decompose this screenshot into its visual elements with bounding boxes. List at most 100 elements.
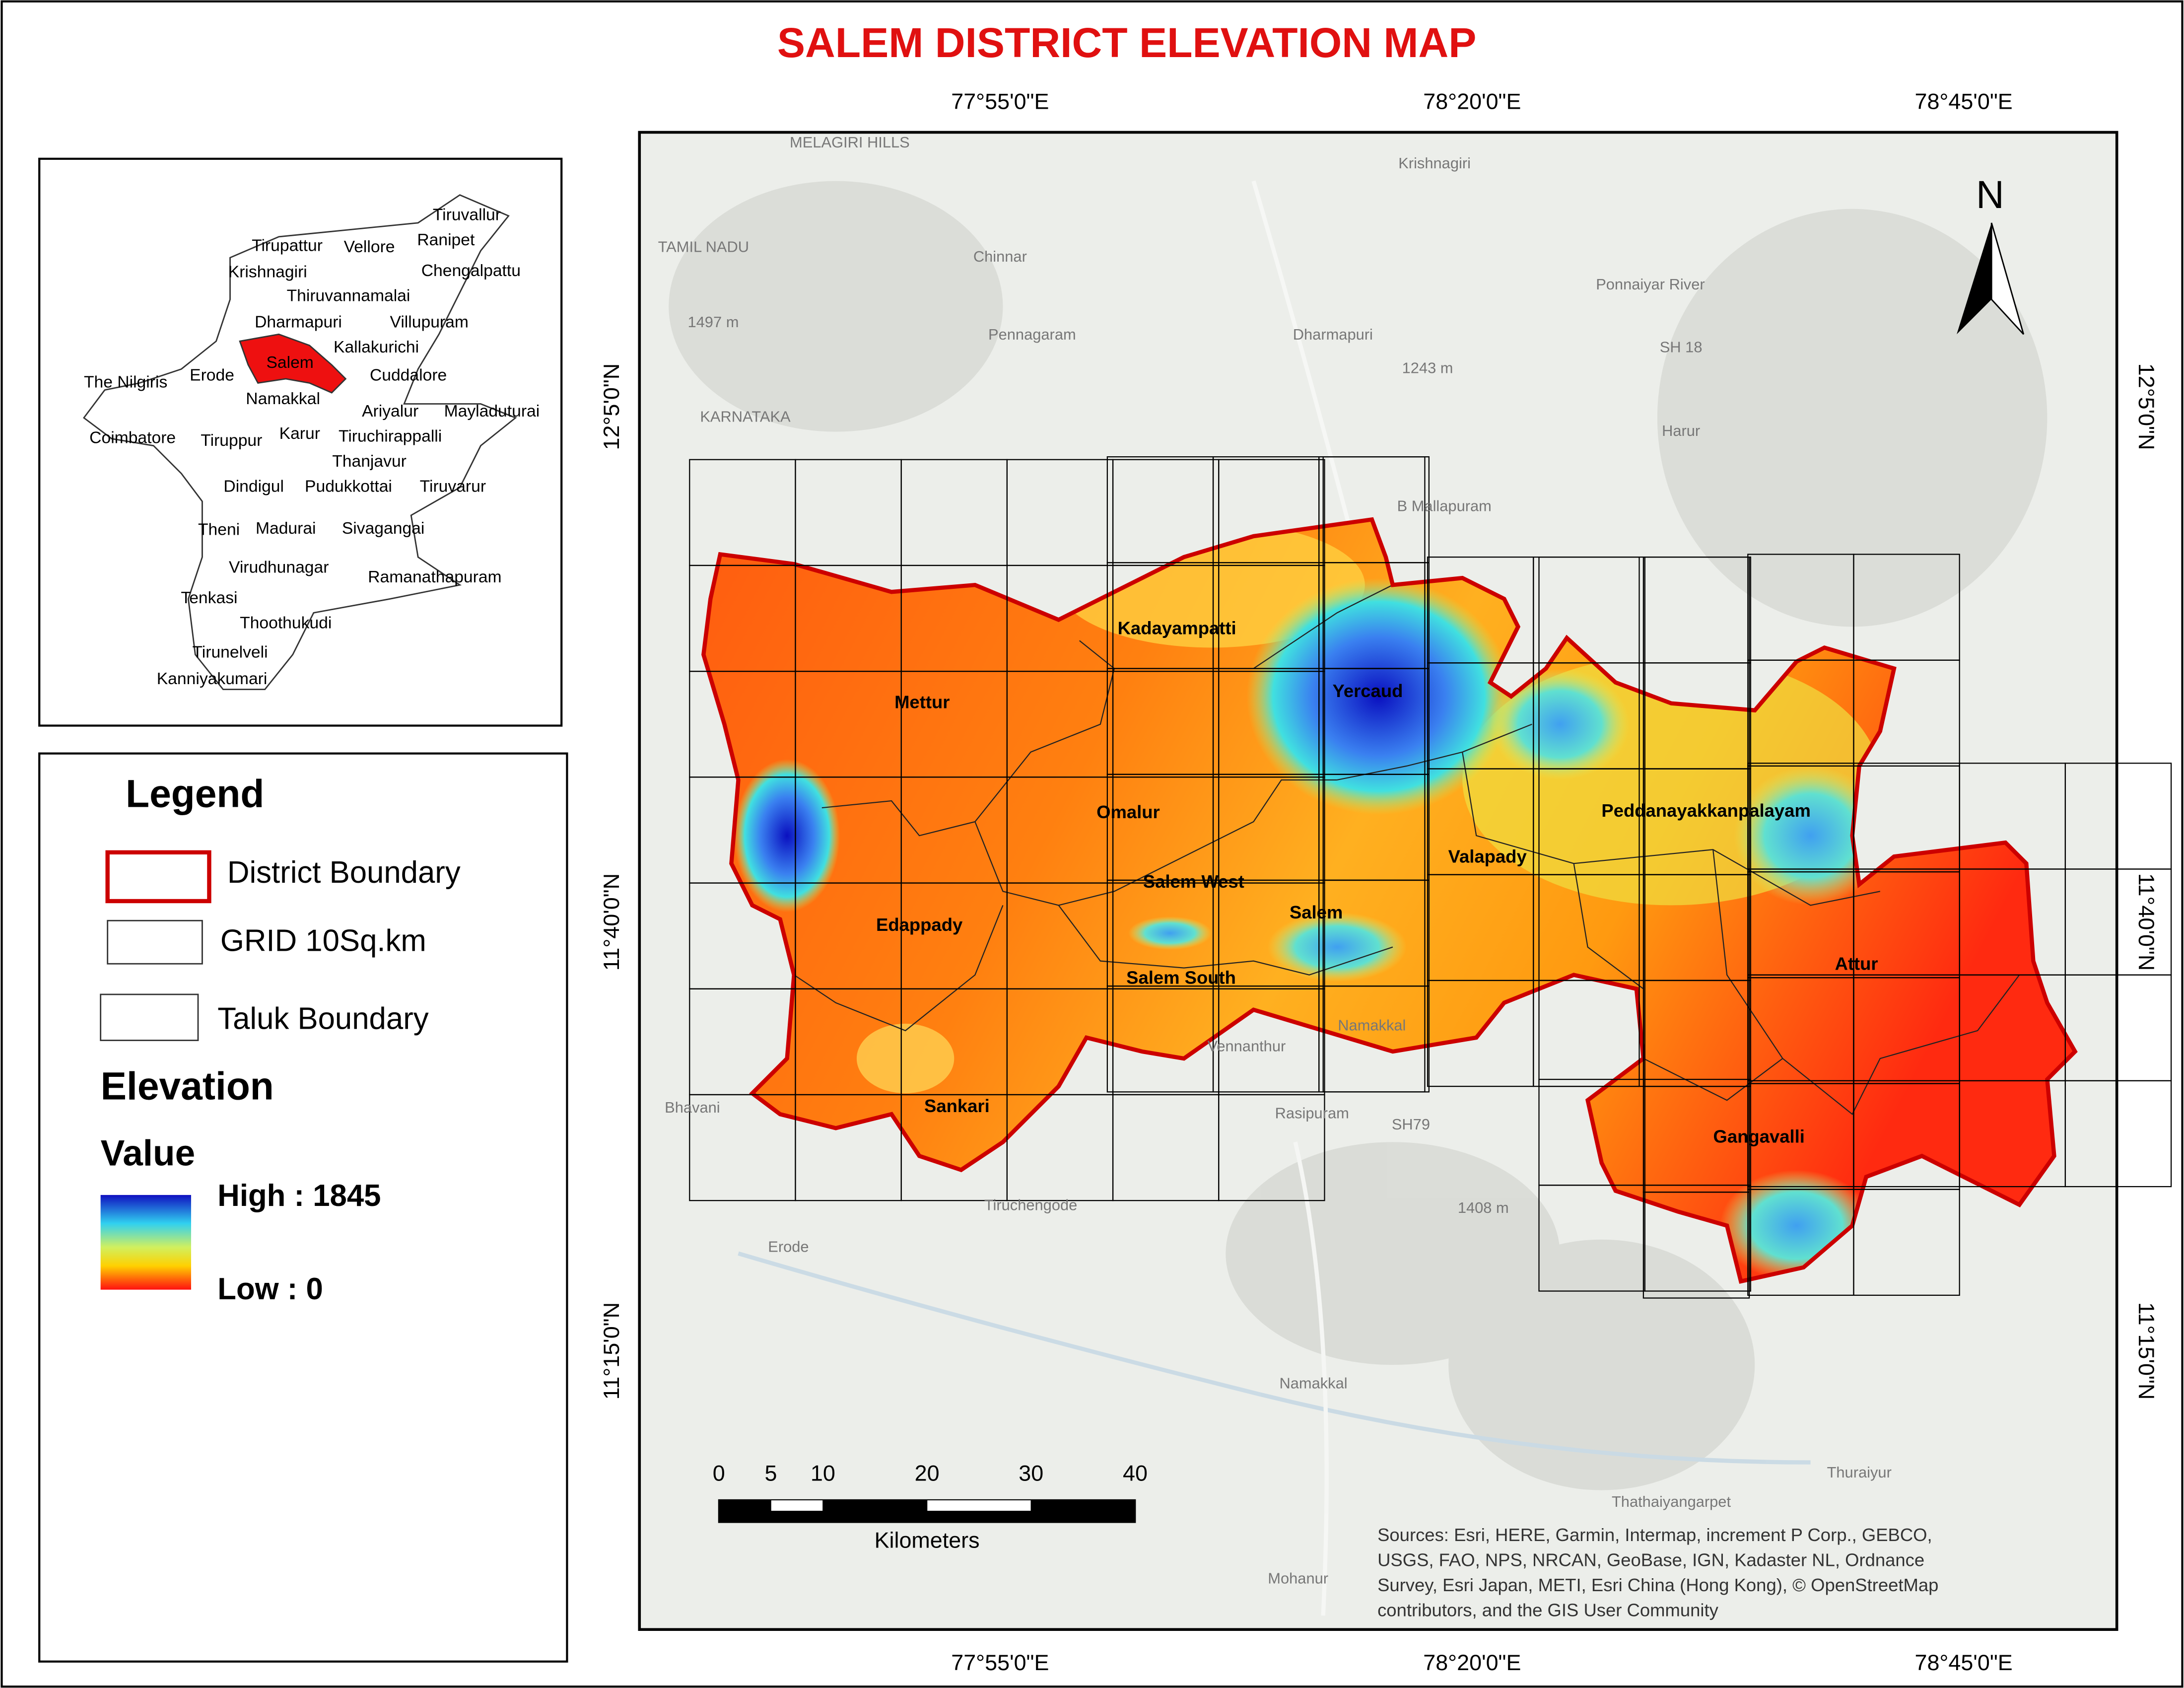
coord-label: 11°15'0"N	[599, 1302, 624, 1400]
scale-segment	[822, 1500, 927, 1511]
scale-segment	[927, 1511, 1031, 1523]
basemap-label: SH79	[1392, 1116, 1430, 1133]
basemap-label: Tiruchengode	[984, 1196, 1077, 1214]
inset-label: Vellore	[344, 238, 395, 256]
inset-label: Thoothukudi	[240, 614, 332, 633]
coord-label: 77°55'0"E	[951, 1650, 1049, 1675]
basemap-label: Mohanur	[1268, 1569, 1328, 1587]
basemap-label: 1243 m	[1402, 359, 1453, 377]
basemap-label: Chinnar	[973, 248, 1027, 265]
inset-label: Madurai	[256, 519, 316, 538]
taluk-label: Salem South	[1126, 968, 1236, 988]
inset-label: Dharmapuri	[255, 313, 342, 332]
basemap-label: TAMIL NADU	[658, 238, 749, 255]
tamil-nadu-outline	[83, 194, 517, 691]
inset-label: Dindigul	[223, 478, 284, 496]
inset-label: Cuddalore	[370, 366, 447, 384]
inset-label: Erode	[190, 366, 234, 384]
inset-label: Tiruppur	[201, 431, 262, 450]
inset-label: Coimbatore	[89, 429, 176, 447]
coord-label: 11°15'0"N	[2134, 1302, 2159, 1400]
grid-cell	[1642, 1192, 1750, 1299]
sources-text: USGS, FAO, NPS, NRCAN, GeoBase, IGN, Kad…	[1377, 1549, 1924, 1570]
taluk-label: Valapady	[1448, 846, 1527, 867]
basemap-label: KARNATAKA	[700, 408, 791, 425]
inset-label: Tiruvallur	[433, 206, 501, 224]
inset-label: Thanjavur	[332, 452, 407, 471]
taluk-label: Edappady	[876, 914, 963, 935]
sources-text: Survey, Esri Japan, METI, Esri China (Ho…	[1377, 1575, 1938, 1595]
basemap-label: B Mallapuram	[1397, 497, 1492, 514]
inset-label: Tirunelveli	[192, 643, 268, 662]
basemap-label: Thathaiyangarpet	[1612, 1493, 1731, 1510]
taluk-label: Mettur	[894, 692, 950, 712]
inset-label: Villupuram	[390, 313, 468, 332]
inset-label: Karur	[279, 424, 320, 443]
inset-label: Tirupattur	[252, 236, 323, 255]
inset-label: Salem	[266, 353, 313, 372]
taluk-label: Salem West	[1143, 871, 1244, 892]
basemap-label: Thuraiyur	[1827, 1464, 1892, 1481]
inset-label: Pudukkottai	[305, 478, 392, 496]
coord-label: 12°5'0"N	[2134, 363, 2159, 450]
basemap-label: Bhavani	[665, 1099, 720, 1116]
grid-cell	[1644, 1185, 1752, 1292]
inset-label: Krishnagiri	[228, 263, 307, 281]
legend-title: Legend	[126, 772, 264, 815]
inset-label: Tiruchirappalli	[339, 427, 442, 446]
basemap-label: Namakkal	[1338, 1017, 1406, 1034]
sources-text: Sources: Esri, HERE, Garmin, Intermap, i…	[1377, 1525, 1932, 1545]
coord-label: 78°45'0"E	[1915, 88, 2013, 114]
scale-tick-label: 30	[1019, 1461, 1043, 1486]
coord-label: 11°40'0"N	[599, 873, 624, 971]
grid-cell	[2064, 1080, 2172, 1188]
scale-unit: Kilometers	[875, 1527, 980, 1552]
taluk-label: Omalur	[1096, 802, 1160, 822]
legend-elevation-title: Elevation	[101, 1064, 274, 1108]
taluk-label: Yercaud	[1333, 681, 1403, 701]
grid-cell	[1853, 1189, 1960, 1296]
map-title: SALEM DISTRICT ELEVATION MAP	[777, 19, 1477, 66]
basemap-label: Vennanthur	[1207, 1038, 1286, 1055]
scale-segment	[719, 1500, 771, 1511]
legend-low: Low : 0	[217, 1272, 323, 1306]
inset-label: Thiruvannamalai	[287, 286, 410, 305]
legend-district-symbol	[105, 850, 211, 904]
basemap-label: Krishnagiri	[1398, 154, 1471, 172]
coord-label: 78°45'0"E	[1915, 1650, 2013, 1675]
legend-colorbar	[100, 1195, 191, 1290]
scale-segment	[926, 1499, 1031, 1512]
basemap-label: MELAGIRI HILLS	[790, 134, 910, 151]
basemap-label: Rasipuram	[1275, 1104, 1349, 1122]
legend-item: District Boundary	[227, 855, 461, 890]
basemap-label: 1408 m	[1458, 1199, 1509, 1216]
scale-segment	[718, 1511, 771, 1523]
basemap-label: 1497 m	[688, 313, 739, 331]
scale-tick-label: 10	[811, 1461, 835, 1486]
scale-bar	[718, 1499, 1136, 1523]
basemap-label: Ponnaiyar River	[1596, 276, 1705, 293]
scale-tick-label: 5	[765, 1461, 777, 1486]
scale-segment	[822, 1511, 928, 1523]
scale-tick-label: 0	[713, 1461, 725, 1486]
taluk-label: Gangavalli	[1713, 1126, 1805, 1147]
grid-cell	[1218, 1094, 1325, 1201]
north-label: N	[1976, 173, 2004, 216]
basemap-label: Dharmapuri	[1293, 326, 1373, 343]
scale-tick-label: 40	[1123, 1461, 1148, 1486]
scale-tick-label: 20	[915, 1461, 940, 1486]
grid-10sqkm	[689, 456, 2172, 1299]
salem-highlight	[239, 333, 347, 394]
inset-label: Mayladuturai	[444, 402, 540, 421]
legend-high: High : 1845	[217, 1179, 381, 1213]
inset-label: Namakkal	[246, 390, 320, 408]
inset-label: Sivagangai	[342, 519, 425, 538]
grid-cell	[1322, 985, 1430, 1093]
basemap-label: Namakkal	[1279, 1375, 1347, 1392]
taluk-label: Salem	[1290, 902, 1343, 922]
coord-label: 11°40'0"N	[2134, 873, 2159, 971]
taluk-label: Peddanayakkanpalayam	[1601, 800, 1810, 821]
coord-label: 77°55'0"E	[951, 88, 1049, 114]
inset-label: Tiruvarur	[420, 478, 486, 496]
inset-label: The Nilgiris	[84, 373, 167, 391]
